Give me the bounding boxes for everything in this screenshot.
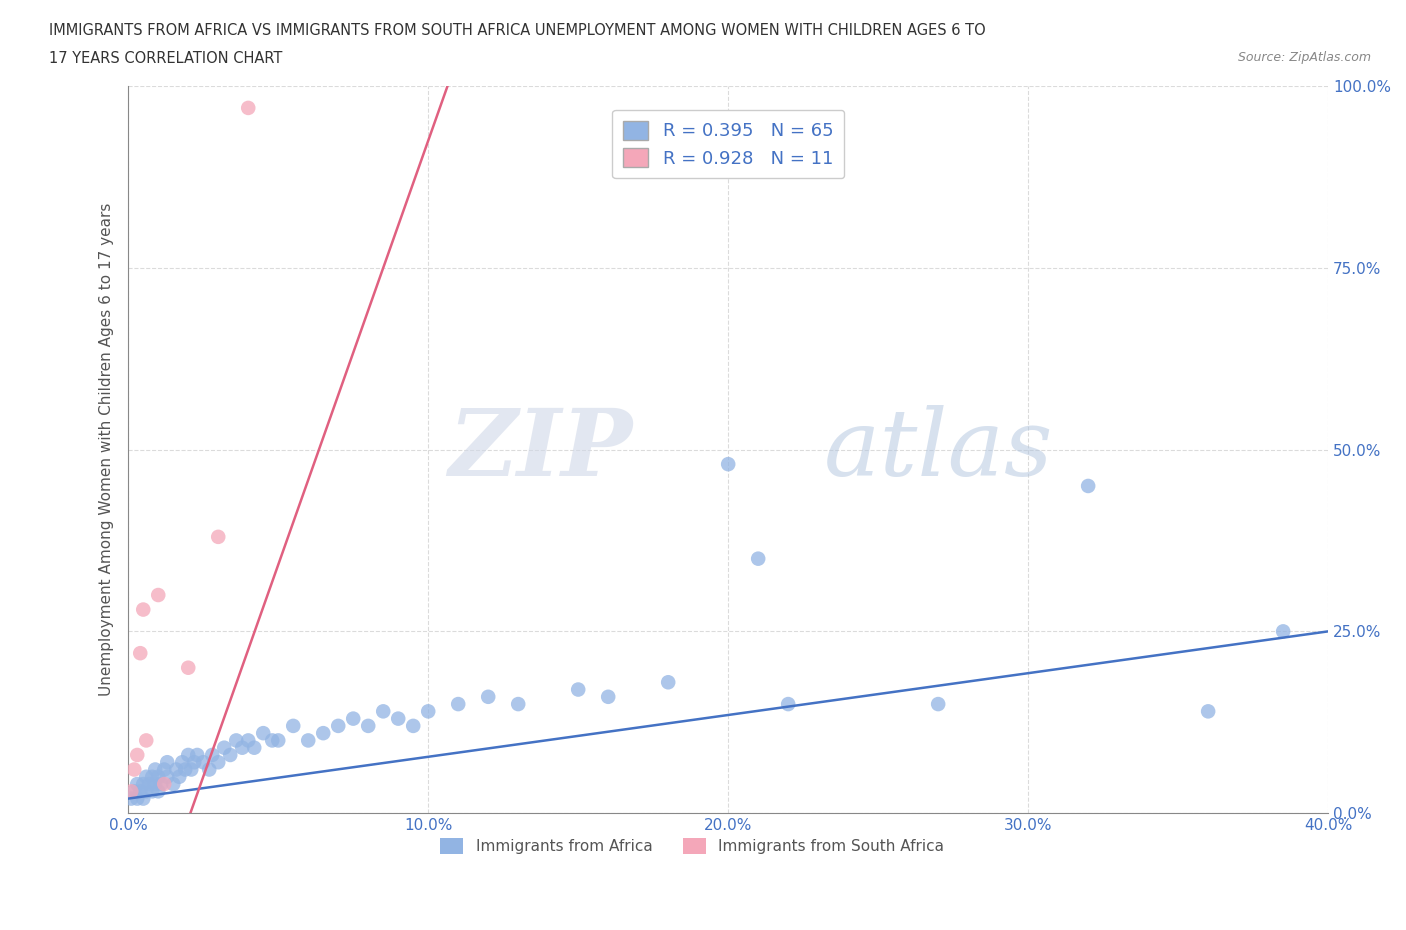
Point	[148, 784, 170, 799]
Text: Source: ZipAtlas.com: Source: ZipAtlas.com	[1237, 51, 1371, 64]
Point	[252, 725, 274, 740]
Point	[167, 769, 190, 784]
Point	[238, 100, 260, 115]
Point	[342, 711, 364, 726]
Point	[717, 457, 740, 472]
Legend: Immigrants from Africa, Immigrants from South Africa: Immigrants from Africa, Immigrants from …	[434, 831, 950, 860]
Point	[198, 762, 221, 777]
Point	[212, 740, 235, 755]
Text: ZIP: ZIP	[449, 405, 633, 495]
Point	[328, 719, 350, 734]
Point	[156, 769, 179, 784]
Point	[172, 755, 194, 770]
Point	[262, 733, 284, 748]
Point	[135, 769, 157, 784]
Point	[201, 748, 224, 763]
Point	[186, 748, 208, 763]
Point	[418, 704, 440, 719]
Point	[120, 784, 142, 799]
Point	[135, 784, 157, 799]
Point	[143, 777, 166, 791]
Text: atlas: atlas	[824, 405, 1053, 495]
Point	[132, 602, 155, 617]
Point	[477, 689, 499, 704]
Point	[129, 784, 152, 799]
Point	[127, 791, 149, 806]
Point	[132, 791, 155, 806]
Point	[135, 733, 157, 748]
Point	[219, 748, 242, 763]
Y-axis label: Unemployment Among Women with Children Ages 6 to 17 years: Unemployment Among Women with Children A…	[100, 203, 114, 697]
Point	[598, 689, 620, 704]
Point	[373, 704, 395, 719]
Point	[267, 733, 290, 748]
Point	[120, 791, 142, 806]
Point	[1272, 624, 1295, 639]
Point	[657, 675, 679, 690]
Point	[207, 529, 229, 544]
Point	[297, 733, 319, 748]
Point	[177, 748, 200, 763]
Point	[127, 748, 149, 763]
Point	[148, 769, 170, 784]
Point	[141, 784, 163, 799]
Point	[312, 725, 335, 740]
Point	[148, 588, 170, 603]
Text: 17 YEARS CORRELATION CHART: 17 YEARS CORRELATION CHART	[49, 51, 283, 66]
Text: IMMIGRANTS FROM AFRICA VS IMMIGRANTS FROM SOUTH AFRICA UNEMPLOYMENT AMONG WOMEN : IMMIGRANTS FROM AFRICA VS IMMIGRANTS FRO…	[49, 23, 986, 38]
Point	[141, 769, 163, 784]
Point	[508, 697, 530, 711]
Point	[927, 697, 949, 711]
Point	[153, 777, 176, 791]
Point	[1077, 479, 1099, 494]
Point	[156, 755, 179, 770]
Point	[387, 711, 409, 726]
Point	[207, 755, 229, 770]
Point	[174, 762, 197, 777]
Point	[132, 777, 155, 791]
Point	[567, 682, 589, 697]
Point	[238, 733, 260, 748]
Point	[143, 762, 166, 777]
Point	[165, 762, 187, 777]
Point	[183, 755, 205, 770]
Point	[447, 697, 470, 711]
Point	[162, 777, 184, 791]
Point	[153, 762, 176, 777]
Point	[778, 697, 800, 711]
Point	[225, 733, 247, 748]
Point	[283, 719, 305, 734]
Point	[231, 740, 253, 755]
Point	[180, 762, 202, 777]
Point	[747, 551, 769, 566]
Point	[138, 777, 160, 791]
Point	[357, 719, 380, 734]
Point	[122, 762, 145, 777]
Point	[1197, 704, 1219, 719]
Point	[402, 719, 425, 734]
Point	[150, 777, 173, 791]
Point	[122, 784, 145, 799]
Point	[129, 645, 152, 660]
Point	[127, 777, 149, 791]
Point	[177, 660, 200, 675]
Point	[193, 755, 215, 770]
Point	[243, 740, 266, 755]
